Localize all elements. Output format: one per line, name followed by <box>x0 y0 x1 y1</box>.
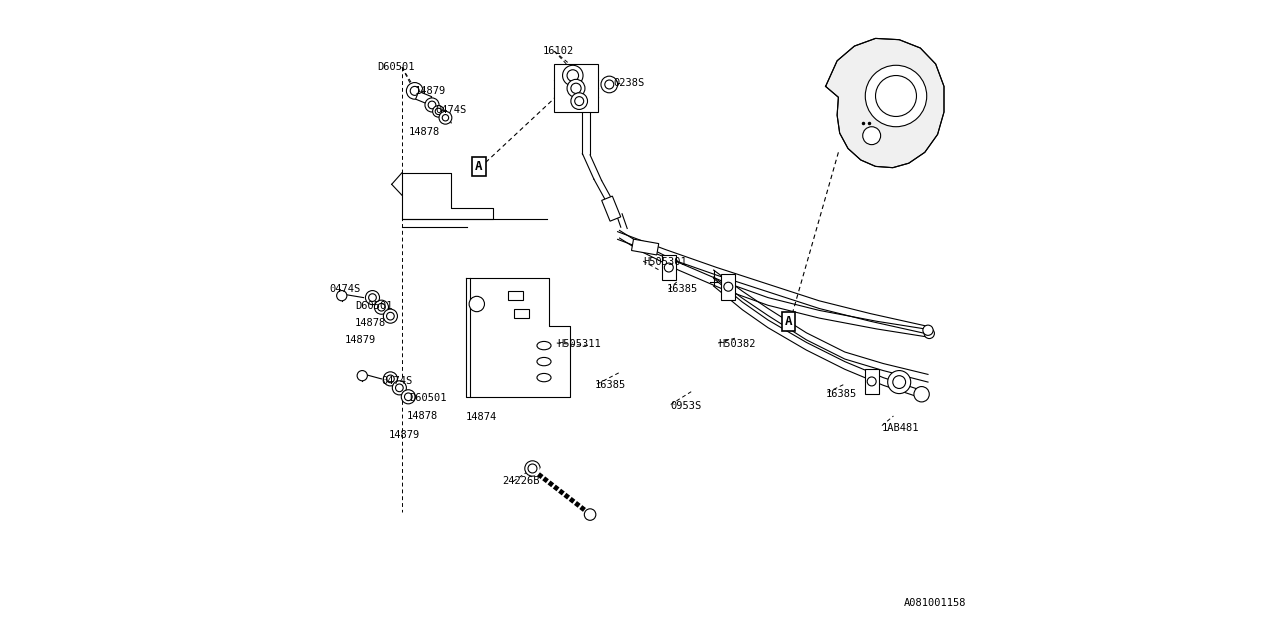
Circle shape <box>402 390 415 404</box>
Circle shape <box>470 296 485 312</box>
Circle shape <box>567 79 585 97</box>
Circle shape <box>369 294 376 301</box>
Polygon shape <box>554 65 598 112</box>
Text: 14878: 14878 <box>356 317 387 328</box>
Circle shape <box>724 282 732 291</box>
Text: 14878: 14878 <box>408 127 439 138</box>
Text: 24226B: 24226B <box>502 476 540 486</box>
Text: A081001158: A081001158 <box>904 598 966 608</box>
Text: 16102: 16102 <box>543 46 573 56</box>
Circle shape <box>924 328 934 339</box>
Circle shape <box>443 115 449 121</box>
Text: 16385: 16385 <box>826 388 856 399</box>
Circle shape <box>392 381 407 395</box>
Text: 14879: 14879 <box>344 335 375 346</box>
Polygon shape <box>631 239 659 255</box>
Ellipse shape <box>538 373 550 381</box>
Polygon shape <box>602 196 621 221</box>
Text: 0953S: 0953S <box>671 401 701 412</box>
Circle shape <box>602 76 618 93</box>
Text: 0474S: 0474S <box>381 376 412 386</box>
Circle shape <box>435 108 442 115</box>
Circle shape <box>867 377 876 386</box>
Text: H505311: H505311 <box>557 339 600 349</box>
Circle shape <box>378 303 385 311</box>
Polygon shape <box>722 274 735 300</box>
Circle shape <box>387 375 394 383</box>
Circle shape <box>888 371 911 394</box>
Text: D60501: D60501 <box>356 301 393 311</box>
Circle shape <box>571 83 581 93</box>
Circle shape <box>571 93 588 109</box>
Text: H505301: H505301 <box>644 257 687 268</box>
Text: 0474S: 0474S <box>435 105 466 115</box>
Circle shape <box>525 461 540 476</box>
Text: A: A <box>475 160 483 173</box>
Text: 14874: 14874 <box>466 412 497 422</box>
Circle shape <box>865 65 927 127</box>
Circle shape <box>529 464 538 473</box>
Text: 14879: 14879 <box>415 86 445 96</box>
Circle shape <box>384 372 397 386</box>
Circle shape <box>664 263 673 272</box>
Circle shape <box>876 76 916 116</box>
Circle shape <box>433 106 444 117</box>
Circle shape <box>425 98 439 112</box>
Circle shape <box>863 127 881 145</box>
Text: D60501: D60501 <box>378 62 415 72</box>
Text: 16385: 16385 <box>667 284 698 294</box>
Polygon shape <box>826 38 945 168</box>
Text: D60501: D60501 <box>410 393 447 403</box>
Text: 16385: 16385 <box>595 380 626 390</box>
Circle shape <box>914 387 929 402</box>
Circle shape <box>387 312 394 320</box>
Circle shape <box>374 300 389 314</box>
Circle shape <box>396 384 403 392</box>
Text: 1AB481: 1AB481 <box>882 422 919 433</box>
Bar <box>513 309 530 318</box>
Circle shape <box>337 291 347 301</box>
Circle shape <box>604 80 614 89</box>
Circle shape <box>407 83 422 99</box>
Circle shape <box>584 509 595 520</box>
Polygon shape <box>416 92 431 104</box>
Circle shape <box>410 86 420 95</box>
Ellipse shape <box>538 341 550 349</box>
Circle shape <box>357 371 367 381</box>
Circle shape <box>563 65 584 86</box>
Circle shape <box>575 97 584 106</box>
Circle shape <box>923 325 933 335</box>
Circle shape <box>384 309 397 323</box>
Polygon shape <box>662 255 676 280</box>
Bar <box>507 291 524 300</box>
Circle shape <box>439 111 452 124</box>
Text: 0474S: 0474S <box>329 284 360 294</box>
Text: H50382: H50382 <box>718 339 755 349</box>
Circle shape <box>366 291 380 305</box>
Ellipse shape <box>538 357 550 366</box>
Text: 14878: 14878 <box>407 411 438 421</box>
Polygon shape <box>865 369 879 394</box>
Text: 0238S: 0238S <box>613 78 644 88</box>
Circle shape <box>893 376 906 388</box>
Circle shape <box>404 393 412 401</box>
Circle shape <box>428 101 435 109</box>
Circle shape <box>567 70 579 81</box>
Text: 14879: 14879 <box>389 430 420 440</box>
Text: A: A <box>785 315 792 328</box>
